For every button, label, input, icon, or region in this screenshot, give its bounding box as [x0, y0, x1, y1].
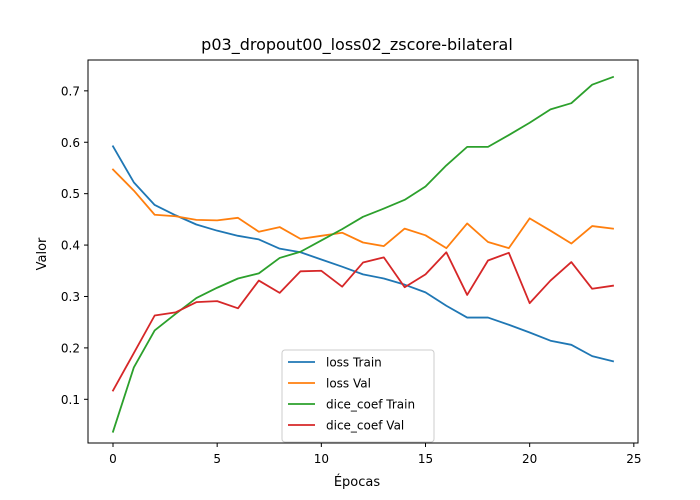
plot-area: [111, 75, 615, 433]
legend-label-dice-coef-train: dice_coef Train: [326, 398, 415, 412]
y-tick-label: 0.7: [61, 84, 80, 98]
series-line-loss-train: [111, 145, 615, 363]
y-tick-label: 0.6: [61, 136, 80, 150]
y-tick-label: 0.2: [61, 341, 80, 355]
legend-label-dice-coef-val: dice_coef Val: [326, 419, 404, 433]
legend: loss Train loss Val dice_coef Train dice_co…: [281, 349, 435, 443]
x-tick-label: 0: [109, 452, 117, 466]
y-tick-label: 0.4: [61, 239, 80, 253]
axes: 0 5 10 15 20 25 0.1 0.2 0.3 0.4 0.5 0.6 0.7: [61, 59, 641, 466]
chart-title: p03_dropout00_loss02_zscore-bilateral: [201, 35, 513, 55]
y-tick-label: 0.3: [61, 290, 80, 304]
x-tick-label: 20: [522, 452, 537, 466]
series-line-dice-coef-train: [111, 75, 615, 433]
series-line-dice-coef-val: [111, 251, 615, 392]
x-tick-label: 25: [626, 452, 641, 466]
legend-label-loss-train: loss Train: [326, 356, 382, 370]
x-axis-label: Épocas: [334, 474, 381, 490]
series-line-loss-val: [111, 168, 615, 250]
x-tick-label: 10: [314, 452, 329, 466]
x-tick-label: 15: [418, 452, 433, 466]
legend-box: [281, 349, 435, 443]
plot-frame: [87, 59, 639, 444]
y-axis-label: Valor: [35, 237, 50, 270]
y-tick-label: 0.1: [61, 393, 80, 407]
y-tick-label: 0.5: [61, 187, 80, 201]
legend-label-loss-val: loss Val: [326, 377, 371, 391]
x-tick-label: 5: [213, 452, 221, 466]
